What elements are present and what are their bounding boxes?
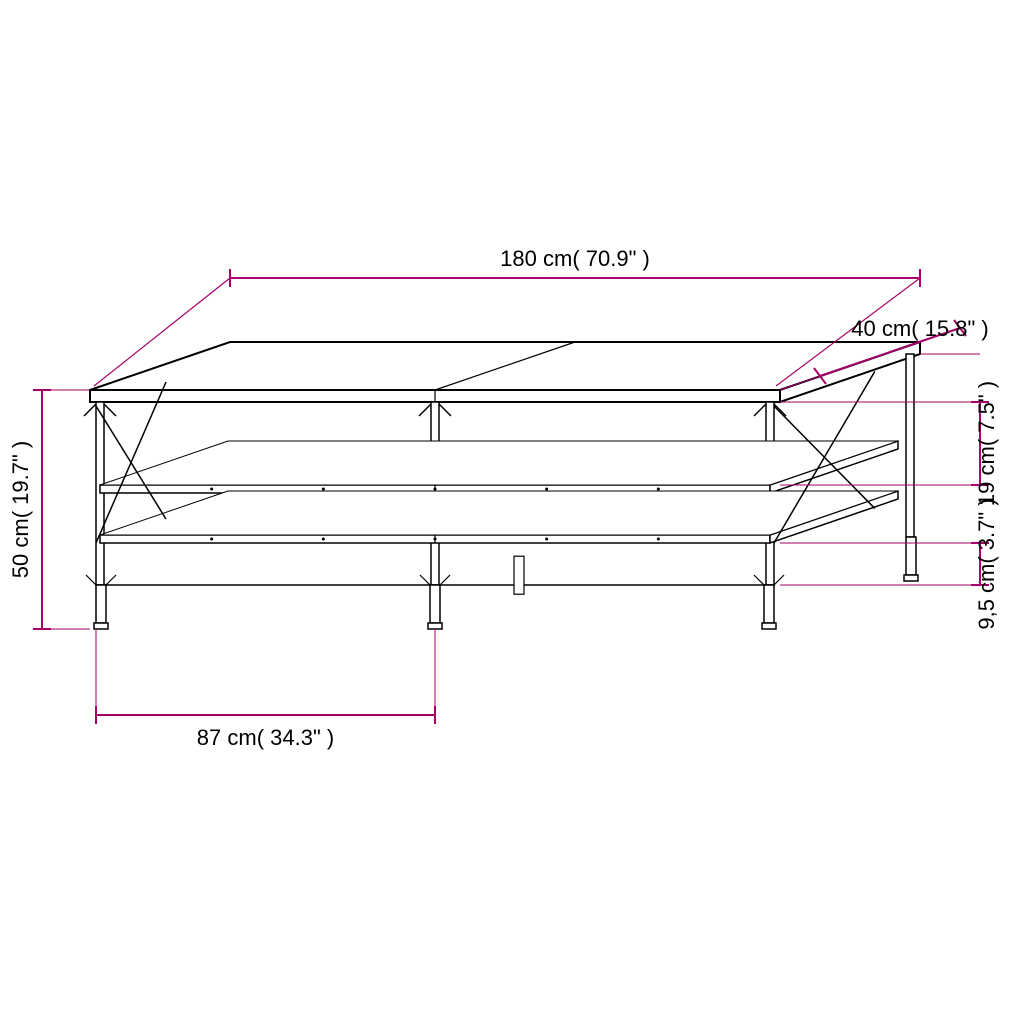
dimension-label: 19 cm( 7.5" ) [974, 381, 999, 506]
dimension-label: 87 cm( 34.3" ) [197, 725, 334, 750]
dimension-label: 180 cm( 70.9" ) [500, 246, 650, 271]
dimension-label: 9,5 cm( 3.7" ) [974, 498, 999, 629]
svg-text:40 cm( 15.8" ): 40 cm( 15.8" ) [851, 316, 988, 341]
dimension-label: 50 cm( 19.7" ) [8, 441, 33, 578]
dimension-diagram: 180 cm( 70.9" ) 40 cm( 15.8" ) 50 cm( 19.7… [0, 0, 1024, 1024]
furniture-line-drawing [0, 0, 1, 1]
